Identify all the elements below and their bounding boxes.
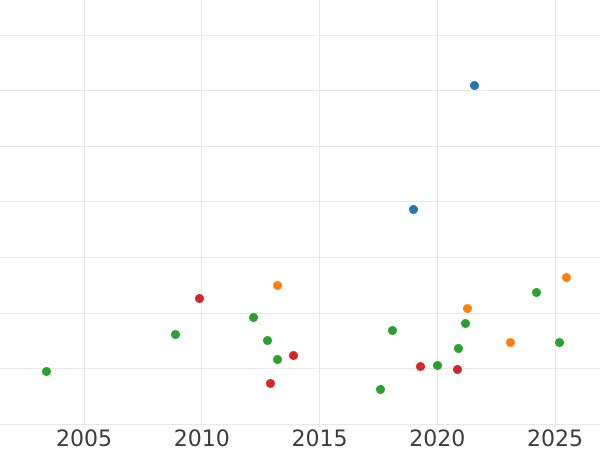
h-gridline (0, 90, 600, 92)
scatter-point-green (388, 325, 397, 335)
scatter-point-blue (409, 205, 419, 215)
scatter-point-green (453, 343, 463, 353)
scatter-point-green (171, 329, 181, 339)
scatter-point-green (555, 337, 565, 347)
scatter-point-orange (272, 280, 282, 290)
h-gridline (0, 201, 600, 203)
scatter-point-red (194, 294, 204, 304)
scatter-point-green (272, 354, 282, 364)
x-tick-label: 2015 (291, 427, 348, 450)
x-tick-label: 2005 (56, 427, 112, 450)
scatter-point-green (41, 366, 51, 376)
x-tick-label: 2010 (173, 427, 230, 450)
h-gridline (0, 312, 600, 314)
scatter-point-red (289, 351, 299, 360)
v-gridline (554, 0, 556, 427)
x-tick-label: 2020 (409, 427, 466, 450)
scatter-point-orange (562, 272, 572, 282)
scatter-point-red (452, 364, 462, 374)
h-gridline (0, 368, 600, 370)
h-gridline (0, 34, 600, 36)
scatter-point-orange (505, 337, 515, 347)
scatter-point-green (249, 312, 259, 322)
scatter-point-orange (463, 303, 473, 313)
h-gridline (0, 145, 600, 147)
scatter-point-green (432, 361, 442, 371)
v-gridline (319, 0, 320, 427)
scatter-point-red (265, 379, 275, 389)
h-gridline (0, 257, 600, 259)
x-tick-label: 2025 (527, 427, 583, 450)
v-gridline (83, 0, 85, 427)
scatter-point-green (263, 335, 273, 345)
h-gridline (0, 424, 600, 425)
scatter-point-green (531, 288, 541, 298)
scatter-point-green (376, 384, 386, 394)
scatter-point-blue (470, 81, 480, 91)
v-gridline (436, 0, 438, 427)
scatter-point-red (416, 361, 426, 371)
v-gridline (201, 0, 203, 427)
scatter-point-green (461, 319, 470, 329)
